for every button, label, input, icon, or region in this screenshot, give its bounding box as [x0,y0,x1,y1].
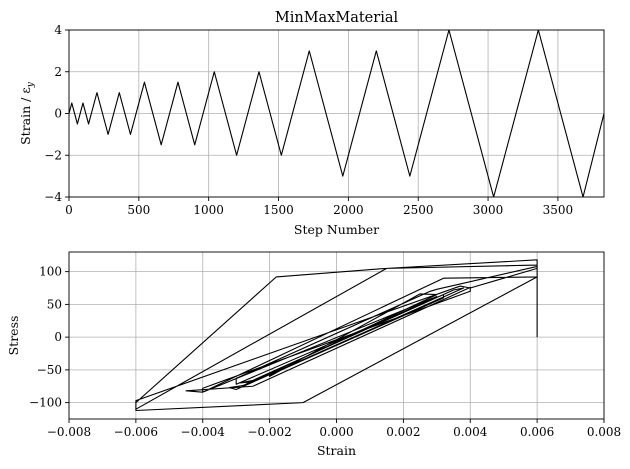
strain-history-series-line [69,30,604,197]
strain-history-x-axis-label: Step Number [294,222,379,237]
strain-history-x-tick-label: 2000 [333,203,364,217]
stress-strain-x-axis-label: Strain [317,443,356,458]
stress-strain-x-tick-label: 0.006 [520,425,554,439]
stress-strain-x-tick-label: 0.000 [319,425,353,439]
strain-history-y-tick-label: −2 [44,148,62,162]
strain-history-y-tick-label: 2 [54,65,62,79]
strain-history-x-tick-label: 1500 [263,203,294,217]
stress-strain-plot: −0.008 −0.006 −0.004 −0.002 0.000 0.002 0.004 0… [6,251,621,458]
strain-history-x-tick-label: 0 [65,203,73,217]
strain-history-x-tick-label: 3000 [473,203,504,217]
stress-strain-x-tick-label: −0.008 [47,425,91,439]
stress-strain-y-tick-label: −50 [37,363,62,377]
strain-history-y-tick-label: 4 [54,23,62,37]
strain-history-x-tick-label: 1000 [193,203,224,217]
stress-strain-x-tick-label: −0.004 [181,425,226,439]
stress-strain-x-tick-label: 0.008 [587,425,621,439]
strain-history-x-tick-label: 2500 [403,203,434,217]
strain-history-plot: 0 500 1000 1500 2000 2500 3000 3500 −4 −2 0 2 4 MinMa… [18,10,605,237]
stress-strain-x-tick-label: 0.004 [453,425,488,439]
strain-history-x-tick-label: 500 [127,203,150,217]
strain-history-y-axis-label: Strain / εy [18,81,36,145]
strain-history-title: MinMaxMaterial [275,10,399,26]
stress-strain-y-tick-label: −100 [29,396,62,410]
strain-history-x-tick-label: 3500 [543,203,574,217]
stress-strain-y-tick-label: 0 [54,330,62,344]
stress-strain-x-tick-label: −0.006 [114,425,158,439]
stress-strain-y-tick-label: 100 [39,265,62,279]
stress-strain-y-axis-label: Stress [6,316,21,356]
strain-history-y-axis-label-text: Strain / ε [18,87,33,145]
strain-history-y-tick-label: 0 [54,107,62,121]
stress-strain-y-tick-label: 50 [47,297,62,311]
strain-history-y-tick-label: −4 [44,190,62,204]
strain-history-y-axis-label-subscript: y [26,81,36,88]
stress-strain-x-tick-label: 0.002 [386,425,420,439]
stress-strain-y-axis-label-text: Stress [6,316,21,356]
stress-strain-x-tick-label: −0.002 [247,425,291,439]
stress-strain-series-line [135,259,538,412]
